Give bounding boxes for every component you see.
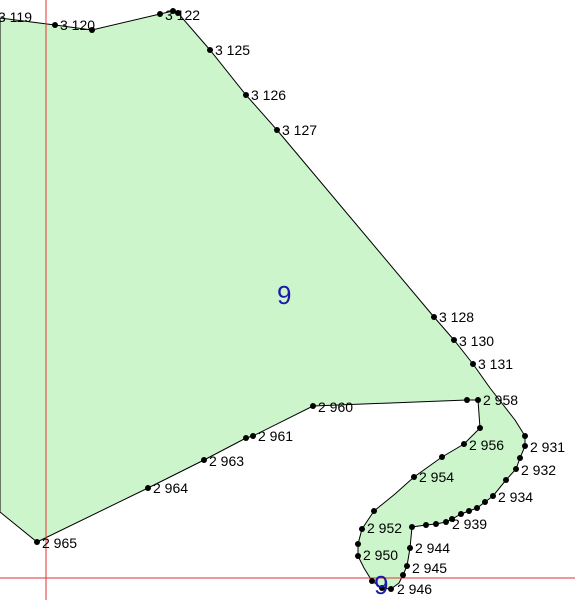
vertex-marker <box>355 553 361 559</box>
vertex-marker <box>388 586 394 592</box>
vertex-marker <box>404 563 410 569</box>
point-label: 3 126 <box>251 87 286 103</box>
point-label: 2 956 <box>469 437 504 453</box>
vertex-marker <box>250 433 256 439</box>
point-label: 2 963 <box>209 453 244 469</box>
vertex-marker <box>407 545 413 551</box>
vertex-marker <box>207 47 213 53</box>
point-label: 3 122 <box>165 7 200 23</box>
point-label: 3 120 <box>60 17 95 33</box>
point-2932[interactable]: 2 932 <box>513 455 556 478</box>
point-label: 2 958 <box>483 392 518 408</box>
vertex-marker <box>522 433 528 439</box>
vertex-marker <box>409 524 415 530</box>
point-label: 3 125 <box>215 42 250 58</box>
vertex-marker <box>464 397 470 403</box>
point-label: 2 950 <box>363 547 398 563</box>
parcel-label: 9 <box>277 280 291 310</box>
vertex-marker <box>439 454 445 460</box>
vertex-marker <box>513 466 519 472</box>
vertex-marker <box>201 457 207 463</box>
vertex-marker <box>355 541 361 547</box>
vertex-marker <box>310 403 316 409</box>
vertex-marker <box>371 508 377 514</box>
point-label: 2 960 <box>318 399 353 415</box>
point-label: 2 934 <box>498 489 533 505</box>
point-label: 2 961 <box>258 428 293 444</box>
point-label: 3 119 <box>0 9 32 25</box>
point-label: 3 131 <box>478 356 513 372</box>
point-2939[interactable]: 2 939 <box>449 516 487 532</box>
point-label: 2 964 <box>153 480 188 496</box>
point-label: 2 945 <box>412 560 447 576</box>
vertex-marker <box>466 508 472 514</box>
vertex-marker <box>517 455 523 461</box>
vertex-marker <box>475 397 481 403</box>
vertex-marker <box>400 572 406 578</box>
point-label: 3 128 <box>439 309 474 325</box>
vertex-marker <box>474 505 480 511</box>
vertex-marker <box>470 361 476 367</box>
point-label: 2 952 <box>367 520 402 536</box>
point-label: 2 965 <box>42 535 77 551</box>
point-label: 2 932 <box>521 462 556 478</box>
parcel-label: 9 <box>374 570 388 600</box>
vertex-marker <box>274 127 280 133</box>
vertex-marker <box>461 441 467 447</box>
vertex-marker <box>477 425 483 431</box>
point-label: 2 954 <box>419 469 454 485</box>
point-label: 2 931 <box>530 439 565 455</box>
vertex-marker <box>451 337 457 343</box>
vertex-marker <box>52 22 58 28</box>
point-label: 2 944 <box>415 540 450 556</box>
vertex-marker <box>157 11 163 17</box>
vertex-marker <box>431 314 437 320</box>
vertex-marker <box>443 519 449 525</box>
point-label: 3 127 <box>282 122 317 138</box>
vertex-marker <box>433 521 439 527</box>
vertex-marker <box>423 522 429 528</box>
point-label: 2 946 <box>397 581 432 597</box>
point-3119[interactable]: 3 119 <box>0 9 32 25</box>
vertex-marker <box>522 443 528 449</box>
vertex-marker <box>359 526 365 532</box>
vertex-marker <box>145 485 151 491</box>
vertex-marker <box>482 499 488 505</box>
vertex-marker <box>411 474 417 480</box>
point-2945[interactable]: 2 945 <box>404 560 447 576</box>
vertex-marker <box>490 493 496 499</box>
vertex-marker <box>503 477 509 483</box>
vertex-marker <box>243 92 249 98</box>
point-2944[interactable]: 2 944 <box>407 540 450 556</box>
vertex-marker <box>243 435 249 441</box>
vertex-marker <box>34 539 40 545</box>
point-2931[interactable]: 2 931 <box>522 433 565 455</box>
point-label: 3 130 <box>459 333 494 349</box>
point-label: 2 939 <box>452 516 487 532</box>
